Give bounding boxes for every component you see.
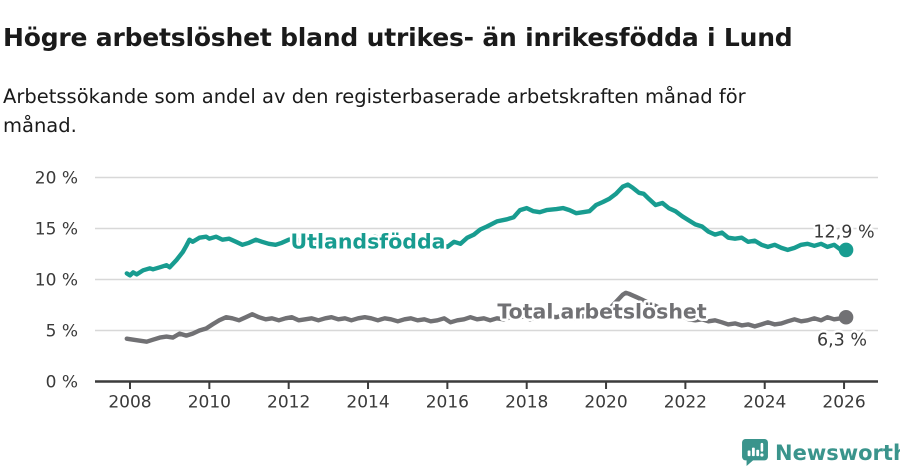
line-chart: 0 % 5 % 10 % 15 % 20 % 2008 2010 2012 2014 2016 20… <box>35 169 878 413</box>
y-tick-label-15: 15 % <box>35 220 78 240</box>
newsworthy-logo-icon <box>742 439 768 466</box>
x-tick-label-2020: 2020 <box>584 393 627 413</box>
x-tick-label-2022: 2022 <box>664 393 707 413</box>
x-tick-label-2018: 2018 <box>505 393 548 413</box>
newsworthy-wordmark: Newsworthy <box>775 440 900 465</box>
series-label-total-arbetsloshet: Total arbetslöshet <box>497 300 706 324</box>
y-tick-label-10: 10 % <box>35 271 78 291</box>
chart-area: 0 % 5 % 10 % 15 % 20 % 2008 2010 2012 2014 2016 20… <box>0 157 900 437</box>
series-label-utlandsfodda: Utlandsfödda <box>291 230 446 254</box>
end-dot-utlandsfodda <box>838 242 854 258</box>
end-dot-total-arbetsloshet <box>838 309 854 325</box>
x-tick-label-2010: 2010 <box>188 393 231 413</box>
y-tick-label-0: 0 % <box>46 373 78 393</box>
x-tick-label-2016: 2016 <box>426 393 469 413</box>
newsworthy-branding: Newsworthy <box>742 439 900 466</box>
end-value-label-total-arbetsloshet: 6,3 % <box>817 331 867 351</box>
x-tick-label-2014: 2014 <box>346 393 389 413</box>
y-tick-label-20: 20 % <box>35 169 78 189</box>
page-subtitle: Arbetssökande som andel av den registerb… <box>3 84 746 137</box>
x-tick-label-2012: 2012 <box>267 393 310 413</box>
page-title: Högre arbetslöshet bland utrikes- än inr… <box>3 22 793 52</box>
x-tick-label-2008: 2008 <box>108 393 151 413</box>
x-tick-label-2024: 2024 <box>743 393 786 413</box>
x-tick-label-2026: 2026 <box>822 393 865 413</box>
y-tick-label-5: 5 % <box>46 322 78 342</box>
series-line-total-arbetsloshet <box>124 290 849 344</box>
series-line-utlandsfodda <box>124 182 849 278</box>
end-value-label-utlandsfodda: 12,9 % <box>813 223 874 243</box>
